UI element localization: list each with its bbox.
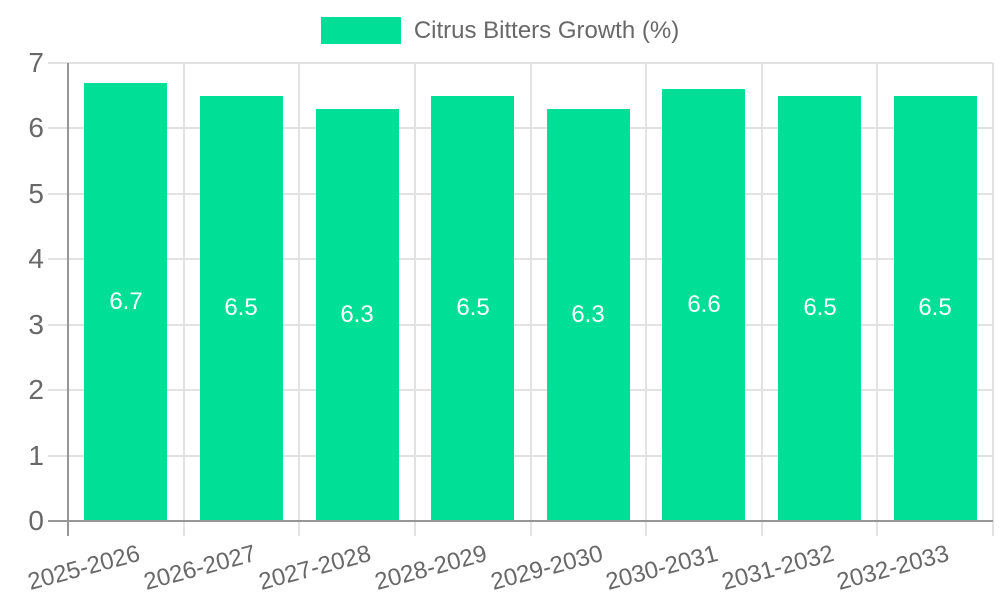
y-tick-mark: [48, 62, 68, 64]
bar-value-label: 6.3: [340, 301, 374, 328]
bar-value-label: 6.7: [109, 288, 143, 315]
x-gridline: [761, 63, 763, 536]
y-tick-mark: [48, 324, 68, 326]
y-tick-mark: [48, 389, 68, 391]
bar[interactable]: [431, 96, 514, 521]
y-tick-mark: [48, 193, 68, 195]
x-axis-tick-label: 2025-2026: [24, 540, 143, 596]
x-axis-tick-label: 2030-2031: [603, 540, 721, 596]
legend-label: Citrus Bitters Growth (%): [413, 17, 680, 44]
x-gridline: [992, 63, 994, 536]
y-tick-mark: [48, 127, 68, 129]
bar[interactable]: [316, 109, 399, 521]
y-axis-tick-label: 2: [28, 374, 44, 405]
y-axis-tick-label: 5: [28, 178, 44, 209]
x-axis-line: [48, 520, 993, 522]
bar[interactable]: [894, 96, 977, 521]
bar-value-label: 6.3: [571, 301, 605, 328]
y-axis-line: [67, 63, 69, 536]
bar-value-label: 6.5: [803, 294, 837, 321]
y-tick-mark: [48, 455, 68, 457]
legend-swatch: [320, 17, 401, 44]
x-axis-tick-label: 2027-2028: [256, 540, 375, 596]
x-gridline: [530, 63, 532, 536]
x-axis-tick-label: 2029-2030: [487, 540, 606, 596]
bar-value-label: 6.6: [687, 291, 721, 318]
bar-value-label: 6.5: [224, 294, 258, 321]
x-gridline: [183, 63, 185, 536]
bar[interactable]: [778, 96, 861, 521]
bar[interactable]: [200, 96, 283, 521]
x-gridline: [298, 63, 300, 536]
y-axis-tick-label: 6: [28, 112, 44, 143]
bar-value-label: 6.5: [918, 294, 952, 321]
y-tick-mark: [48, 258, 68, 260]
y-axis-tick-label: 7: [28, 47, 44, 78]
x-gridline: [876, 63, 878, 536]
x-gridline: [645, 63, 647, 536]
x-axis-tick-label: 2031-2032: [718, 540, 837, 596]
y-axis-tick-label: 0: [28, 505, 44, 536]
x-gridline: [414, 63, 416, 536]
legend[interactable]: Citrus Bitters Growth (%): [0, 17, 1000, 44]
x-axis-tick-label: 2026-2027: [140, 540, 259, 596]
y-axis-tick-label: 4: [28, 243, 44, 274]
bar[interactable]: [662, 89, 745, 521]
x-axis-tick-label: 2032-2033: [834, 540, 953, 596]
bar[interactable]: [84, 83, 167, 521]
x-axis-tick-label: 2028-2029: [371, 540, 490, 596]
bar[interactable]: [547, 109, 630, 521]
bar-value-label: 6.5: [456, 294, 490, 321]
y-axis-tick-label: 3: [28, 309, 44, 340]
y-axis-tick-label: 1: [28, 440, 44, 471]
